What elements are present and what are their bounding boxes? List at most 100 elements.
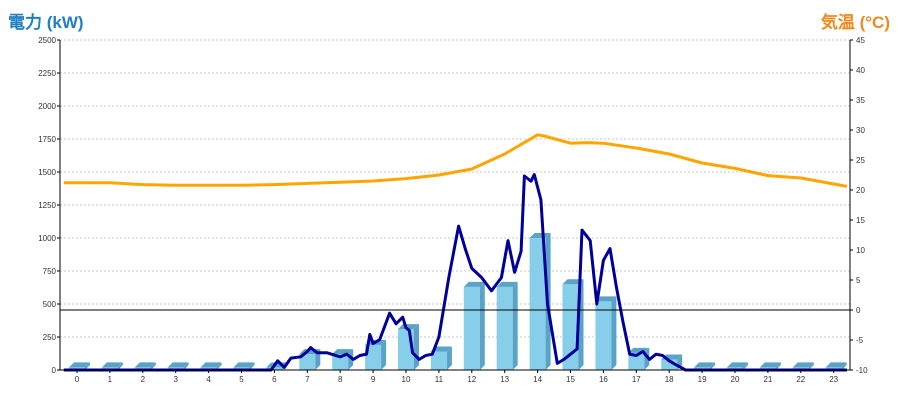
- right-tick-label: 25: [856, 156, 865, 165]
- x-tick-label: 14: [533, 375, 542, 384]
- x-tick-label: 10: [402, 375, 411, 384]
- power-bar-side: [611, 296, 617, 370]
- power-bar-top: [562, 279, 584, 285]
- right-tick-label: 10: [856, 246, 865, 255]
- temperature-line: [63, 133, 848, 188]
- x-tick-label: 23: [829, 375, 838, 384]
- left-tick-label: 500: [43, 300, 57, 309]
- x-tick-label: 21: [763, 375, 772, 384]
- x-tick-label: 17: [632, 375, 641, 384]
- power-bars: [69, 233, 847, 370]
- left-tick-label: 1000: [38, 234, 56, 243]
- power-bar-top: [727, 362, 748, 368]
- power-bar-side: [512, 281, 518, 370]
- power-line: [63, 173, 847, 372]
- power-bar-front: [661, 359, 678, 370]
- temperature-series: [63, 133, 848, 188]
- x-tick-label: 20: [731, 375, 740, 384]
- left-tick-label: 0: [52, 366, 57, 375]
- right-axis-title: 気温 (°C): [820, 13, 890, 32]
- power-bar: [332, 349, 354, 370]
- power-bar-front: [562, 284, 579, 370]
- power-bar-side: [150, 362, 156, 370]
- power-bar-side: [414, 324, 419, 370]
- x-tick-label: 18: [665, 375, 674, 384]
- power-bar-top: [825, 362, 847, 368]
- right-tick-label: 5: [856, 276, 861, 285]
- power-bar-top: [134, 362, 156, 368]
- right-tick-label: -5: [856, 336, 864, 345]
- power-bar-front: [463, 286, 480, 370]
- x-tick-label: 19: [698, 375, 707, 384]
- x-tick-label: 11: [435, 375, 444, 384]
- right-tick-label: 35: [856, 96, 865, 105]
- power-bar-side: [216, 362, 222, 370]
- x-tick-label: 7: [305, 375, 310, 384]
- power-bar-side: [348, 349, 354, 370]
- power-bar-side: [315, 349, 321, 370]
- power-bar: [562, 279, 584, 370]
- right-tick-label: 0: [856, 306, 861, 315]
- right-tick-label: 45: [856, 36, 865, 45]
- power-bar-side: [446, 346, 452, 370]
- power-bar-top: [69, 362, 90, 368]
- x-tick-label: 16: [599, 375, 608, 384]
- power-bar-front: [266, 367, 283, 370]
- power-series: [63, 173, 847, 372]
- power-bar-side: [808, 362, 814, 370]
- left-tick-label: 2500: [38, 36, 56, 45]
- power-bar-side: [841, 362, 847, 370]
- left-tick-label: 2250: [38, 69, 56, 78]
- power-bar-top: [496, 281, 518, 287]
- power-bar-front: [595, 301, 612, 370]
- left-tick-label: 250: [43, 333, 57, 342]
- x-tick-label: 9: [371, 375, 376, 384]
- right-tick-label: 15: [856, 216, 865, 225]
- x-tick-label: 4: [206, 375, 211, 384]
- left-tick-label: 1500: [38, 168, 56, 177]
- x-tick-label: 2: [141, 375, 146, 384]
- power-bar-top: [792, 362, 814, 368]
- axes: 02505007501000125015001750200022502500-1…: [38, 36, 868, 384]
- x-tick-label: 1: [108, 375, 113, 384]
- power-bar-front: [299, 354, 316, 370]
- power-bar-top: [463, 281, 485, 287]
- x-tick-label: 5: [239, 375, 244, 384]
- left-tick-label: 1250: [38, 201, 56, 210]
- power-bar-top: [398, 324, 419, 330]
- power-bar-side: [249, 362, 255, 370]
- x-tick-label: 15: [566, 375, 575, 384]
- power-bar-side: [743, 362, 748, 370]
- power-bar: [463, 281, 485, 370]
- right-tick-label: 20: [856, 186, 865, 195]
- right-tick-label: 40: [856, 66, 865, 75]
- power-bar-side: [479, 281, 485, 370]
- power-bar-front: [496, 286, 513, 370]
- x-tick-label: 12: [467, 375, 476, 384]
- power-bar-side: [710, 362, 716, 370]
- x-tick-label: 3: [173, 375, 178, 384]
- power-bar-side: [381, 339, 387, 370]
- power-bar-side: [183, 362, 189, 370]
- power-bar-top: [167, 362, 189, 368]
- power-bar-top: [200, 362, 222, 368]
- power-bar-top: [233, 362, 255, 368]
- power-bar-top: [101, 362, 123, 368]
- left-axis-title: 電力 (kW): [8, 13, 84, 32]
- power-bar-top: [529, 233, 551, 238]
- left-tick-label: 750: [43, 267, 57, 276]
- power-bar-side: [85, 362, 90, 370]
- left-tick-label: 2000: [38, 102, 56, 111]
- power-bar: [365, 339, 387, 370]
- x-tick-label: 0: [75, 375, 80, 384]
- right-tick-label: 30: [856, 126, 865, 135]
- power-bar-top: [332, 349, 354, 355]
- x-tick-label: 13: [500, 375, 509, 384]
- power-bar-side: [117, 362, 123, 370]
- power-bar-front: [628, 352, 645, 370]
- power-bar-front: [529, 238, 546, 370]
- grid-layer: [60, 39, 850, 338]
- power-bar-top: [694, 362, 716, 368]
- x-tick-label: 6: [272, 375, 277, 384]
